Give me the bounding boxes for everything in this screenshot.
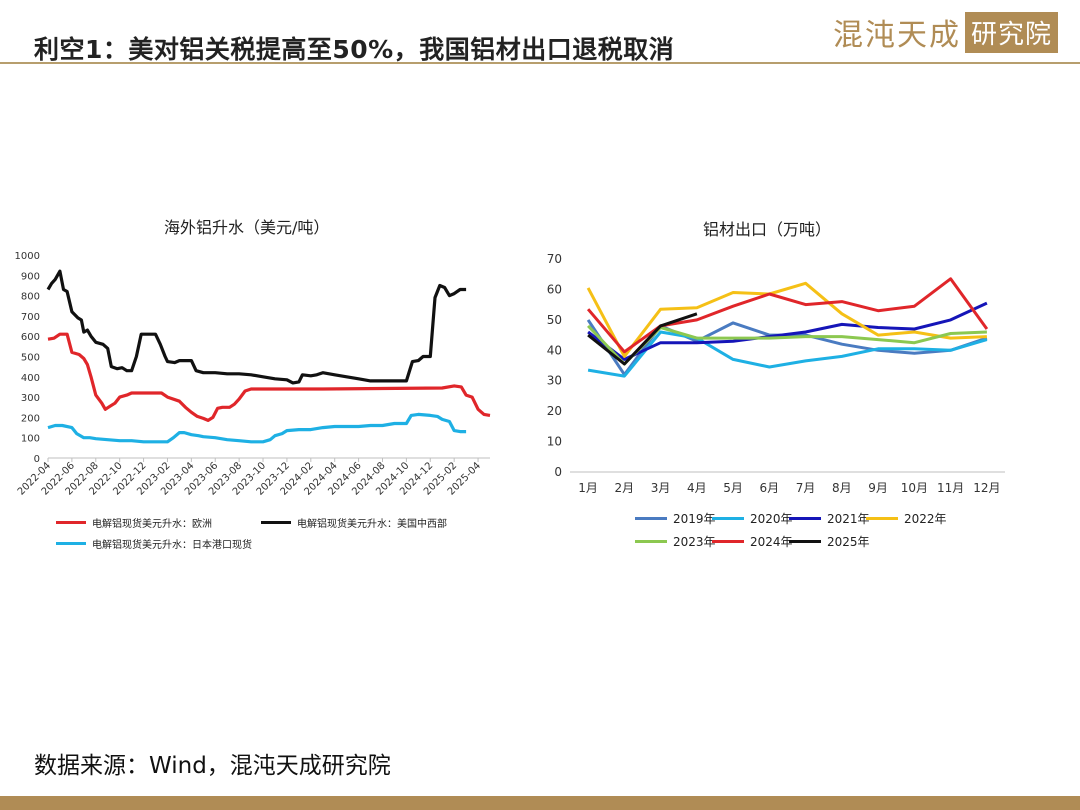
y-tick-label: 50: [547, 313, 562, 327]
x-tick-label: 6月: [760, 481, 780, 495]
chart2-legend: 2019年 2020年 2021年 2022年 2023年 2024年 2025…: [635, 510, 995, 554]
legend-item-2019: 2019年: [635, 510, 716, 527]
logo-box: 研究院: [964, 11, 1058, 53]
legend-item-japan: 电解铝现货美元升水：日本港口现货: [56, 536, 252, 551]
legend-item-2023: 2023年: [635, 533, 716, 550]
legend-swatch: [261, 521, 291, 524]
legend-item-2021: 2021年: [789, 510, 870, 527]
x-tick-label: 1月: [578, 481, 598, 495]
legend-swatch: [866, 517, 898, 520]
chart1-title: 海外铝升水（美元/吨）: [164, 218, 330, 237]
series-line-2: [47, 412, 467, 444]
legend-item-2022: 2022年: [866, 510, 947, 527]
y-tick-label: 800: [21, 292, 40, 303]
x-tick-label: 10月: [901, 481, 928, 495]
legend-item-2025: 2025年: [789, 533, 870, 550]
series-line-1: [46, 269, 467, 385]
y-tick-label: 900: [21, 271, 40, 282]
y-tick-label: 0: [34, 454, 40, 465]
legend-swatch: [635, 540, 667, 543]
series-line-0: [47, 332, 491, 422]
x-tick-label: 4月: [687, 481, 707, 495]
legend-label: 2019年: [673, 512, 716, 526]
y-tick-label: 60: [547, 282, 562, 296]
y-tick-label: 70: [547, 252, 562, 266]
y-tick-label: 0: [554, 465, 562, 479]
legend-label: 2025年: [827, 535, 870, 549]
x-tick-label: 12月: [973, 481, 1000, 495]
chart1-legend: 电解铝现货美元升水：欧洲 电解铝现货美元升水：美国中西部 电解铝现货美元升水：日…: [56, 515, 476, 555]
series-line-1: [587, 330, 988, 378]
legend-label: 电解铝现货美元升水：欧洲: [92, 519, 212, 530]
y-tick-label: 100: [21, 434, 40, 445]
y-tick-label: 10: [547, 435, 562, 449]
legend-item-2024: 2024年: [712, 533, 793, 550]
legend-swatch: [56, 521, 86, 524]
legend-label: 电解铝现货美元升水：日本港口现货: [92, 540, 252, 551]
x-tick-label: 9月: [868, 481, 888, 495]
series-line-3: [586, 281, 987, 358]
chart2-title: 铝材出口（万吨）: [703, 220, 832, 239]
legend-label: 电解铝现货美元升水：美国中西部: [297, 519, 447, 530]
y-tick-label: 700: [21, 312, 40, 323]
x-tick-label: 3月: [651, 481, 671, 495]
x-tick-label: 11月: [937, 481, 964, 495]
legend-swatch: [712, 517, 744, 520]
legend-label: 2020年: [750, 512, 793, 526]
legend-item-us-midwest: 电解铝现货美元升水：美国中西部: [261, 515, 447, 530]
legend-swatch: [789, 540, 821, 543]
footer-bar: [0, 796, 1080, 810]
x-tick-label: 7月: [796, 481, 816, 495]
y-tick-label: 600: [21, 332, 40, 343]
brand-logo: 混沌天成 研究院: [833, 10, 1058, 54]
series-line-2: [587, 301, 988, 361]
legend-item-europe: 电解铝现货美元升水：欧洲: [56, 515, 212, 530]
legend-label: 2024年: [750, 535, 793, 549]
legend-swatch: [789, 517, 821, 520]
y-tick-label: 1000: [15, 251, 40, 262]
legend-swatch: [56, 542, 86, 545]
legend-label: 2023年: [673, 535, 716, 549]
chart2-exports: 0 10 20 30 40 50 60 70 1月 2月 3月 4月 5月 6月 7月 8月 9月 10月 11月 1…: [547, 252, 1005, 495]
y-tick-label: 400: [21, 373, 40, 384]
legend-swatch: [712, 540, 744, 543]
header-divider: [0, 62, 1080, 64]
legend-label: 2022年: [904, 512, 947, 526]
y-tick-label: 300: [21, 393, 40, 404]
series-line-6: [587, 312, 698, 366]
chart1-premium: 010020030040050060070080090010002022-042…: [15, 251, 491, 498]
y-tick-label: 30: [547, 374, 562, 388]
legend-item-2020: 2020年: [712, 510, 793, 527]
y-tick-label: 500: [21, 353, 40, 364]
page-title: 利空1：美对铝关税提高至50%，我国铝材出口退税取消: [34, 35, 675, 64]
y-tick-label: 40: [547, 343, 562, 357]
legend-swatch: [635, 517, 667, 520]
y-tick-label: 200: [21, 413, 40, 424]
y-tick-label: 20: [547, 404, 562, 418]
data-source: 数据来源：Wind，混沌天成研究院: [34, 753, 391, 779]
x-tick-label: 2月: [615, 481, 635, 495]
x-tick-label: 8月: [832, 481, 852, 495]
x-tick-label: 5月: [723, 481, 743, 495]
legend-label: 2021年: [827, 512, 870, 526]
logo-text: 混沌天成: [832, 18, 961, 53]
